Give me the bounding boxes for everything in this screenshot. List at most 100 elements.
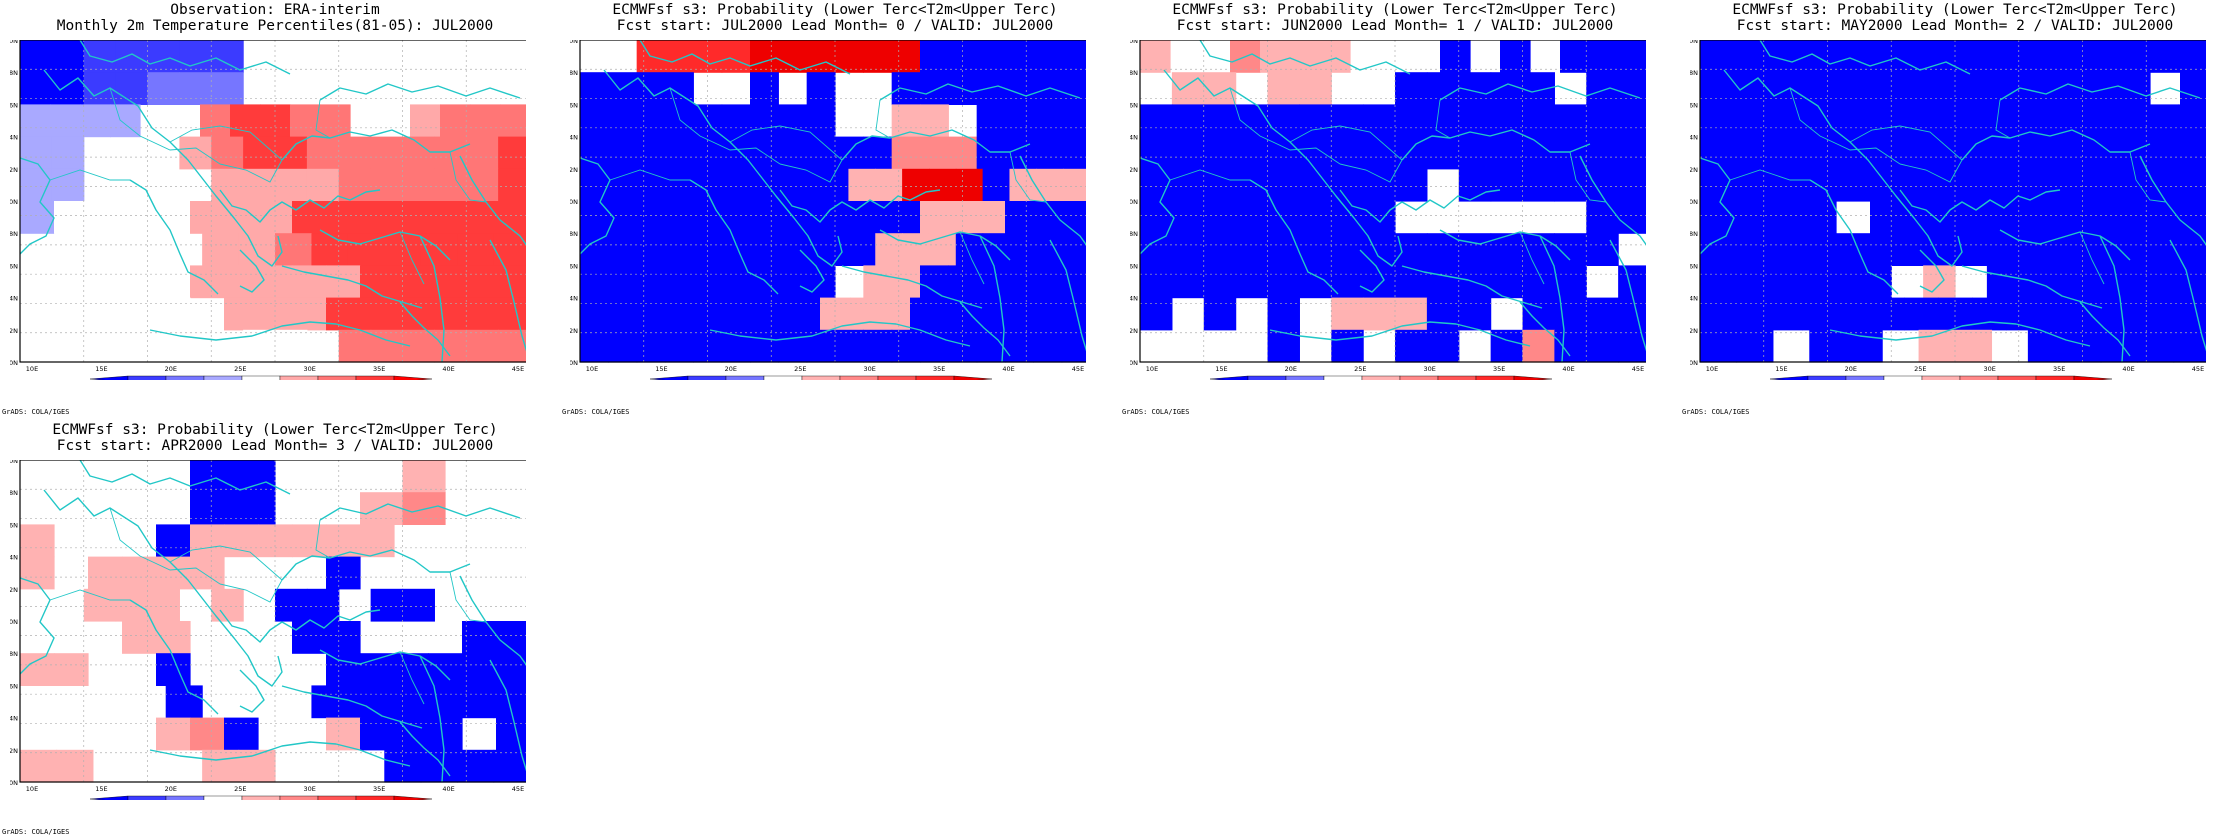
grid-cell (806, 265, 836, 299)
grid-cell (2060, 72, 2091, 105)
lat-tick-label: 50N (10, 460, 18, 465)
grid-cell (434, 168, 467, 202)
lat-tick-label: 32N (10, 747, 18, 755)
colorbar: 1020405060708090 (649, 375, 993, 380)
grid-cell (394, 717, 429, 751)
grid-cell (928, 168, 957, 202)
lat-tick-label: 48N (1690, 69, 1698, 77)
grid-cell (326, 717, 361, 751)
lat-tick-label: 32N (10, 327, 18, 335)
grid-cell (1940, 72, 1971, 105)
panel-title: Observation: ERA-interim (170, 2, 380, 18)
grid-cell (1140, 136, 1173, 170)
grid-cell (1554, 265, 1587, 299)
grid-cell (580, 265, 609, 299)
grid-cell (115, 40, 149, 73)
grid-cell (292, 297, 327, 331)
grid-cell (1061, 40, 1086, 73)
grid-cell (1171, 265, 1205, 299)
grid-cell (462, 653, 497, 686)
grid-cell (636, 72, 666, 105)
grid-cell (976, 136, 1006, 170)
grid-cell (200, 104, 231, 138)
grid-cell (1203, 233, 1237, 266)
lon-tick-label: 20E (165, 785, 177, 793)
grid-cell (83, 40, 117, 73)
grid-cell (1970, 72, 2001, 105)
grid-cell (1955, 136, 1988, 170)
grid-cell (891, 104, 921, 138)
grid-cell (1235, 136, 1269, 170)
grid-cell (920, 329, 949, 363)
map-plot: 50N 48N 46N 44N 42N 40N 38N 36N 34N 32N 30N 10E 15E 2… (10, 460, 526, 800)
grid-cell (687, 233, 715, 266)
grid-cell (2074, 201, 2109, 234)
lon-tick-label: 15E (95, 785, 107, 793)
grid-cell (1768, 233, 1803, 266)
grid-cell (1586, 201, 1619, 234)
grid-cell (1320, 40, 1351, 73)
grid-cell (370, 168, 404, 202)
grid-cell (1522, 329, 1555, 363)
grid-cell (1891, 136, 1924, 170)
grid-cell (1363, 136, 1396, 170)
grid-cell (402, 168, 435, 202)
grid-cell (1618, 72, 1646, 105)
grid-cell (920, 40, 949, 73)
grid-cell (211, 40, 244, 73)
lat-tick-label: 40N (1690, 198, 1698, 206)
lon-tick-label: 40E (1002, 365, 1014, 373)
grid-cell (1554, 329, 1587, 363)
grid-cell (1363, 168, 1396, 202)
grads-credit: GrADS: COLA/IGES (2, 408, 70, 416)
grid-cell (498, 40, 526, 73)
lon-tick-label: 10E (586, 365, 598, 373)
grid-cell (1586, 104, 1619, 138)
lat-tick-label: 30N (10, 359, 18, 367)
grid-cell (1331, 329, 1364, 363)
grid-cell (190, 492, 234, 525)
lon-tick-label: 40E (1562, 365, 1574, 373)
grid-cell (1363, 233, 1396, 266)
grid-cell (1736, 329, 1774, 363)
grid-cell (88, 556, 123, 590)
grid-cell (1522, 168, 1555, 202)
grid-cell (660, 168, 688, 202)
lon-tick-label: 40E (442, 365, 454, 373)
colorbar: 1020405060708090 (89, 795, 433, 800)
lat-tick-label: 46N (570, 101, 578, 109)
grid-cell (370, 40, 404, 73)
grid-cell (2142, 297, 2177, 331)
grid-cell (1700, 297, 1735, 331)
grid-cell (338, 168, 372, 202)
grid-cell (1395, 104, 1428, 138)
grid-cell (290, 104, 321, 138)
lon-tick-label: 25E (234, 365, 246, 373)
grid-cell (1923, 104, 1956, 138)
grid-cell (402, 136, 435, 170)
grid-cell (232, 492, 276, 525)
grid-cell (1171, 72, 1205, 105)
grid-cell (360, 297, 395, 331)
grid-cell (470, 104, 501, 138)
grid-cell (920, 72, 949, 105)
grid-cell (434, 72, 467, 105)
grid-cell (275, 588, 308, 622)
grid-cell (457, 233, 495, 266)
grid-cell (1904, 233, 1939, 266)
grid-cell (1910, 72, 1941, 105)
grid-cell (580, 297, 611, 331)
grid-cell (238, 749, 276, 783)
grid-cell (1033, 329, 1063, 363)
grid-cell (338, 329, 372, 363)
grid-cell (2146, 265, 2179, 299)
grid-cell (2082, 136, 2115, 170)
grid-cell (320, 104, 351, 138)
coastline-layer (579, 40, 1086, 363)
grid-cell (955, 168, 984, 202)
grid-cell (1986, 104, 2020, 138)
grid-cell (275, 233, 313, 266)
grid-cell (1235, 201, 1269, 234)
grid-cell (211, 72, 244, 105)
grid-cell (428, 717, 463, 751)
